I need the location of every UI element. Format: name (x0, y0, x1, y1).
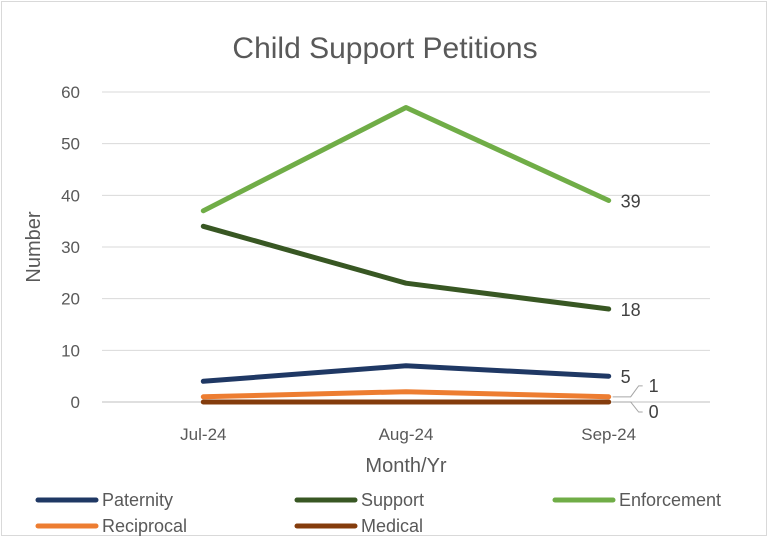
series-line-reciprocal (203, 392, 608, 397)
x-tick-label: Jul-24 (180, 425, 226, 444)
legend-label-reciprocal: Reciprocal (102, 516, 187, 536)
data-label-paternity: 5 (621, 367, 631, 387)
x-tick-label: Sep-24 (581, 425, 636, 444)
legend-label-enforcement: Enforcement (619, 490, 721, 510)
gridlines (102, 92, 710, 402)
series-line-paternity (203, 366, 608, 382)
data-label-enforcement: 39 (621, 192, 641, 212)
x-axis-ticks: Jul-24 Aug-24 Sep-24 (180, 425, 636, 444)
y-axis-ticks: 0 10 20 30 40 50 60 (61, 83, 80, 412)
data-label-reciprocal: 1 (649, 376, 659, 396)
legend-label-paternity: Paternity (102, 490, 173, 510)
x-axis-label: Month/Yr (365, 455, 446, 477)
series-lines (203, 108, 608, 403)
legend: Paternity Support Enforcement Reciprocal Med… (38, 490, 721, 536)
y-tick-label: 0 (71, 393, 80, 412)
y-tick-label: 60 (61, 83, 80, 102)
y-tick-label: 40 (61, 186, 80, 205)
data-label-medical: 0 (649, 402, 659, 422)
series-line-support (203, 226, 608, 309)
data-labels: 5 18 39 1 0 (613, 192, 659, 423)
y-axis-label: Number (23, 211, 45, 282)
legend-label-medical: Medical (361, 516, 423, 536)
data-label-support: 18 (621, 300, 641, 320)
y-tick-label: 10 (61, 341, 80, 360)
y-tick-label: 30 (61, 238, 80, 257)
leader-line-medical (613, 402, 643, 412)
y-tick-label: 20 (61, 290, 80, 309)
chart-title: Child Support Petitions (232, 32, 537, 65)
legend-label-support: Support (361, 490, 424, 510)
leader-line-reciprocal (613, 386, 643, 397)
x-tick-label: Aug-24 (379, 425, 434, 444)
y-tick-label: 50 (61, 135, 80, 154)
